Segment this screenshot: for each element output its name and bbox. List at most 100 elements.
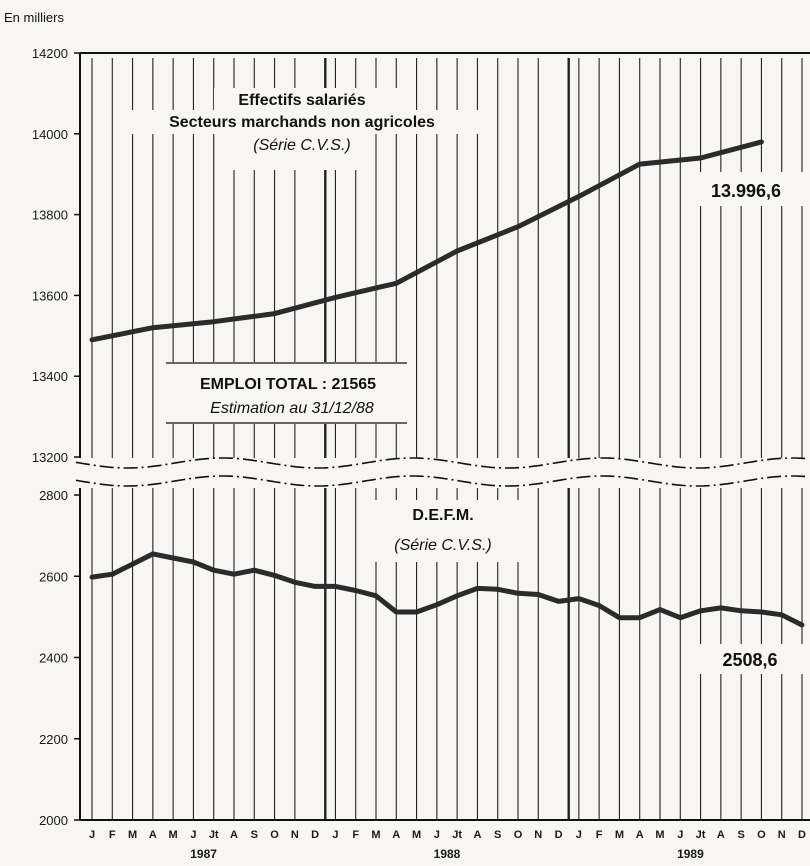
annotation-line2: Estimation au 31/12/88	[210, 400, 374, 417]
x-month-label: S	[494, 829, 501, 841]
defm-point	[253, 569, 255, 571]
defm-point	[558, 600, 560, 602]
defm-point	[274, 574, 276, 576]
effectifs-salaries-point	[456, 250, 458, 252]
x-month-label: M	[128, 829, 137, 841]
x-month-label: A	[149, 829, 157, 841]
x-month-label: N	[534, 829, 542, 841]
y-tick-label-upper: 14200	[32, 46, 68, 61]
defm-point	[700, 610, 702, 612]
y-tick-label-upper: 13600	[32, 288, 68, 303]
upper-title-line3: (Série C.V.S.)	[253, 137, 351, 154]
effectifs-salaries-point	[517, 226, 519, 228]
x-month-label: F	[109, 829, 116, 841]
x-month-label: J	[434, 829, 440, 841]
x-month-label: A	[636, 829, 644, 841]
defm-point	[517, 592, 519, 594]
y-tick-label-lower: 2000	[39, 813, 68, 828]
x-month-label: N	[291, 829, 299, 841]
x-month-label: M	[615, 829, 624, 841]
defm-point	[233, 573, 235, 575]
y-tick-label-upper: 14000	[32, 127, 68, 142]
lower-title-bg	[370, 500, 520, 562]
x-year-labels: 1987 1988 1989	[190, 847, 704, 861]
defm-point	[395, 611, 397, 613]
defm-point	[192, 561, 194, 563]
axis-break-gap	[78, 458, 810, 488]
axes	[79, 52, 810, 821]
defm-point	[476, 587, 478, 589]
defm-point	[132, 563, 134, 565]
axis-break	[75, 457, 810, 488]
defm-point	[416, 611, 418, 613]
series-lower	[89, 551, 805, 628]
x-month-label: J	[677, 829, 683, 841]
defm-point	[91, 576, 93, 578]
defm-point	[294, 581, 296, 583]
defm-point	[760, 611, 762, 613]
x-month-label: J	[89, 829, 95, 841]
x-month-label: F	[596, 829, 603, 841]
defm-point	[659, 609, 661, 611]
effectifs-salaries-point	[334, 296, 336, 298]
defm-point	[578, 598, 580, 600]
gridlines	[91, 58, 803, 820]
defm-point	[152, 553, 154, 555]
defm-point	[314, 585, 316, 587]
defm-point	[375, 595, 377, 597]
x-month-label: M	[371, 829, 380, 841]
x-month-labels: J F M A M J Jt A S O N D J F M A M J Jt A S O N D J F M A M J Jt A S O N D	[89, 829, 806, 841]
x-month-label: N	[778, 829, 786, 841]
x-year-label: 1988	[434, 847, 461, 861]
y-tick-label-lower: 2400	[39, 651, 68, 666]
axis-break-line-top	[75, 457, 809, 469]
x-month-label: M	[412, 829, 421, 841]
x-month-label: O	[757, 829, 766, 841]
employment-annotation: EMPLOI TOTAL : 21565 Estimation au 31/12…	[166, 362, 408, 424]
axis-break-line-bottom	[75, 475, 809, 487]
x-month-label: A	[230, 829, 238, 841]
y-tick-label-upper: 13800	[32, 208, 68, 223]
x-month-label: D	[555, 829, 563, 841]
defm-point	[598, 605, 600, 606]
y-tick-label-upper: 13400	[32, 369, 68, 384]
defm-point	[781, 614, 783, 616]
y-tick-label-lower: 2200	[39, 732, 68, 747]
defm-point	[679, 617, 681, 619]
x-month-label: Jt	[209, 829, 219, 841]
upper-title-line2: Secteurs marchands non agricoles	[169, 114, 435, 131]
defm-point	[111, 573, 113, 575]
effectifs-salaries-point	[213, 321, 215, 323]
effectifs-salaries-point	[91, 339, 93, 341]
lower-title: D.E.F.M. (Série C.V.S.)	[370, 500, 520, 562]
upper-title-bg-2	[118, 110, 496, 134]
defm-point	[334, 585, 336, 587]
annotation-bg	[166, 362, 408, 424]
effectifs-salaries-point	[700, 157, 702, 159]
effectifs-salaries-point	[760, 141, 762, 143]
x-month-label: J	[576, 829, 582, 841]
x-month-label: S	[737, 829, 744, 841]
x-month-label: M	[169, 829, 178, 841]
lower-title-line1: D.E.F.M.	[412, 507, 473, 524]
defm-point	[355, 589, 357, 591]
defm-point	[618, 617, 620, 619]
y-tick-label-lower: 2800	[39, 488, 68, 503]
upper-end-label: 13.996,6	[711, 181, 781, 201]
x-month-label: D	[311, 829, 319, 841]
effectifs-salaries-point	[152, 327, 154, 329]
lower-title-line2: (Série C.V.S.)	[394, 537, 492, 554]
defm-point	[740, 610, 742, 612]
x-year-label: 1987	[190, 847, 217, 861]
y-tick-label-upper: 13200	[32, 450, 68, 465]
effectifs-salaries-point	[639, 163, 641, 165]
lower-end-label: 2508,6	[722, 650, 777, 670]
x-year-label: 1989	[677, 847, 704, 861]
annotation-line1: EMPLOI TOTAL : 21565	[200, 376, 376, 393]
effectifs-salaries-point	[274, 313, 276, 315]
x-month-label: Jt	[696, 829, 706, 841]
x-month-label: A	[717, 829, 725, 841]
defm-point	[537, 594, 539, 596]
effectifs-salaries-point	[578, 195, 580, 197]
